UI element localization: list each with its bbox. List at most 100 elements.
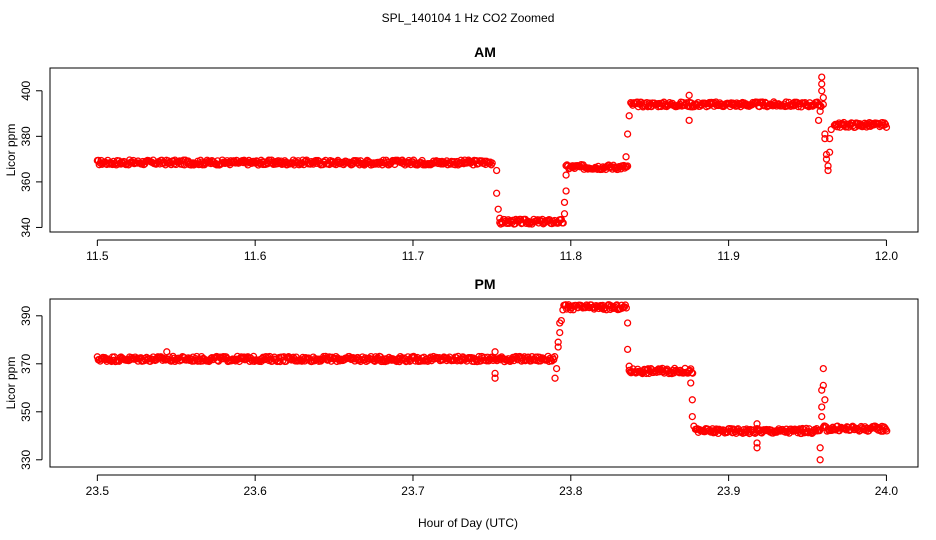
pm-data-point [688,396,696,404]
pm-data-point [623,345,632,354]
am-data-point [623,163,631,171]
am-data-point [821,130,829,138]
pm-data-point [816,444,824,452]
am-data-point [880,119,889,127]
am-data-point [633,98,642,106]
pm-y-tick-label: 330 [19,449,33,469]
am-data-point [818,80,826,88]
am-data-point [819,93,827,102]
am-data-point [822,155,831,163]
am-y-axis-label: Licor ppm [4,124,18,177]
am-data-point [816,107,824,115]
figure-title: SPL_140104 1 Hz CO2 Zoomed [382,11,555,25]
pm-y-tick-label: 370 [19,353,33,373]
am-data-point [622,153,630,161]
am-data-point [488,159,496,167]
pm-data-point [556,328,564,337]
am-data-point [494,205,502,213]
am-panel: AM Licor ppm 11.5 11.6 11.7 11.8 11.9 12.0 340… [4,44,919,263]
am-panel-title: AM [474,44,496,60]
pm-data-point [551,353,559,361]
am-data-point [492,189,501,197]
am-x-tick-label: 11.6 [244,249,267,263]
pm-data-point [625,362,633,370]
am-y-tick-label: 400 [19,80,33,100]
am-data-point [824,162,832,170]
pm-data-point [491,369,499,378]
am-data-point [882,123,891,131]
am-x-tick-label: 11.9 [717,249,740,263]
am-data-point [817,102,825,111]
pm-data-point [819,381,827,390]
am-x-tick-label: 12.0 [875,249,899,263]
pm-data-point [623,319,632,327]
am-data-point [559,219,567,227]
am-data-point [167,161,175,169]
pm-y-tick-label: 350 [19,401,33,421]
pm-x-tick-label: 23.7 [401,484,425,498]
pm-x-tick-label: 24.0 [875,484,899,498]
pm-data-point [795,425,804,433]
pm-data-point [690,422,698,430]
pm-data-point [622,304,630,312]
am-data-point [623,130,632,138]
am-x-tick-label: 11.5 [86,249,109,263]
am-x-tick-label: 11.8 [560,249,583,263]
am-data-point [560,198,569,207]
am-data-point [492,166,501,175]
am-data-point [685,91,693,99]
pm-data-point [554,343,562,351]
pm-data-point [816,456,824,464]
am-data-point [818,73,826,81]
am-data-point [496,214,504,222]
am-data-point [562,171,570,179]
pm-data-point [688,369,697,377]
am-data-point [825,134,834,143]
pm-data-point [170,354,178,362]
am-data-point [818,87,826,95]
am-y-tick-label: 380 [19,126,33,146]
am-data-point [560,210,569,218]
am-data-point [814,116,823,125]
pm-data-points [93,301,891,464]
am-data-point [827,125,835,134]
pm-axes: 23.5 23.6 23.7 23.8 23.9 24.0 330 350 370 390 [19,305,898,498]
am-data-point [619,162,627,170]
am-data-point [685,116,693,125]
am-plot-frame [49,67,919,233]
am-data-point [217,160,226,168]
pm-data-point [491,348,499,356]
pm-data-point [552,364,561,373]
pm-x-tick-label: 23.9 [717,484,741,498]
am-data-point [821,134,829,143]
pm-data-point [554,338,562,346]
am-y-tick-label: 360 [19,172,33,192]
x-axis-label: Hour of Day (UTC) [418,516,518,530]
am-data-point [754,98,762,106]
pm-data-point [819,364,827,373]
pm-data-point [818,386,826,394]
am-data-point [623,162,632,170]
pm-data-point [818,403,826,411]
pm-data-point [821,396,829,404]
pm-data-point [163,348,171,356]
am-data-point [682,99,691,107]
pm-data-point [753,444,761,452]
pm-data-point [551,374,559,382]
pm-panel: PM Licor ppm 23.5 23.6 23.7 23.8 23.9 24.0 330… [4,276,919,498]
pm-data-point [687,365,695,373]
pm-panel-title: PM [475,276,496,292]
pm-data-point [753,439,761,447]
am-axes: 11.5 11.6 11.7 11.8 11.9 12.0 340 360 380 400 [19,80,898,263]
pm-data-point [883,427,891,435]
pm-y-axis-label: Licor ppm [4,357,18,410]
pm-data-point [753,420,761,428]
am-data-point [625,112,633,120]
pm-data-point [688,412,696,421]
pm-x-tick-label: 23.5 [86,484,110,498]
pm-data-point [687,379,695,387]
pm-data-point [491,374,499,382]
am-data-point [825,148,834,156]
am-data-point [819,100,827,109]
pm-y-tick-label: 390 [19,305,33,325]
